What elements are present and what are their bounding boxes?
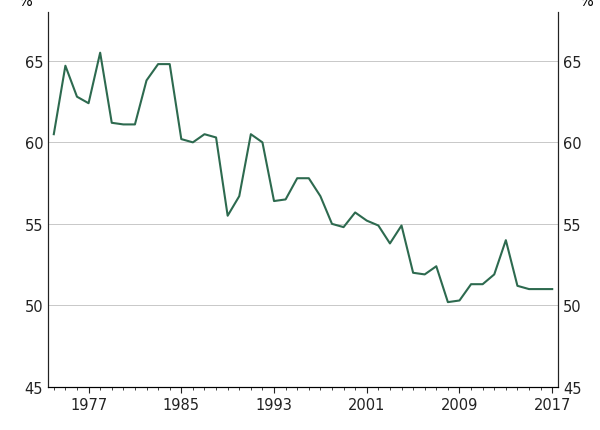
Y-axis label: %: % [579, 0, 593, 9]
Y-axis label: %: % [18, 0, 32, 9]
